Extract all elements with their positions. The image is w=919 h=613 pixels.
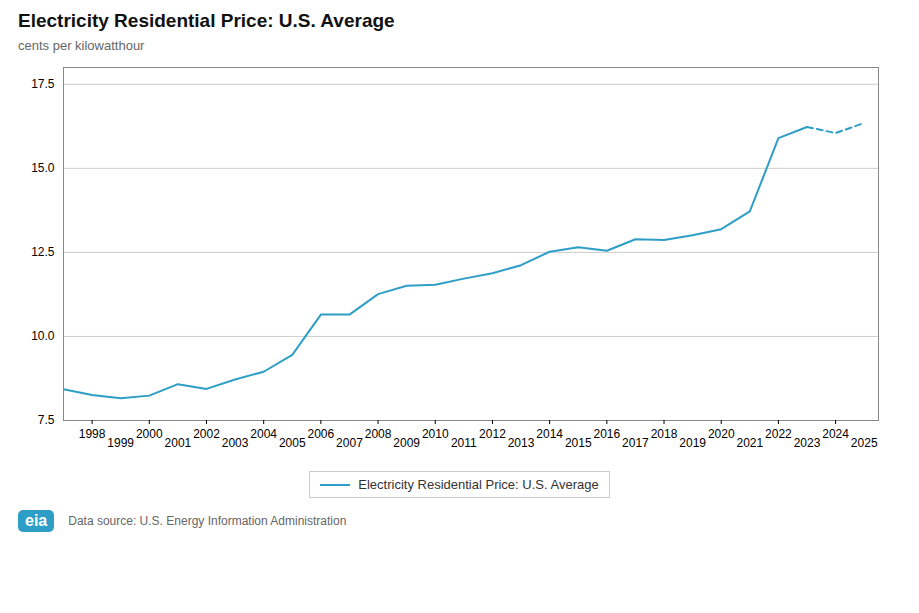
svg-text:2010: 2010 xyxy=(422,427,449,441)
svg-text:17.5: 17.5 xyxy=(31,77,55,91)
svg-text:1998: 1998 xyxy=(79,427,106,441)
svg-text:2004: 2004 xyxy=(250,427,277,441)
svg-text:12.5: 12.5 xyxy=(31,245,55,259)
html-text:Electricity Residential Price:: Electricity Residential Price: U.S. Aver… xyxy=(18,10,395,31)
html-text:eia: eia xyxy=(25,512,48,529)
svg-text:2024: 2024 xyxy=(822,427,849,441)
svg-text:2021: 2021 xyxy=(736,436,763,450)
svg-text:2005: 2005 xyxy=(279,436,306,450)
svg-text:2006: 2006 xyxy=(308,427,335,441)
svg-text:1999: 1999 xyxy=(107,436,134,450)
svg-text:2003: 2003 xyxy=(222,436,249,450)
html-text:cents per kilowatthour: cents per kilowatthour xyxy=(18,38,145,53)
svg-text:2002: 2002 xyxy=(193,427,220,441)
svg-text:2019: 2019 xyxy=(679,436,706,450)
svg-text:2025: 2025 xyxy=(851,436,878,450)
svg-text:2018: 2018 xyxy=(651,427,678,441)
svg-text:2001: 2001 xyxy=(165,436,192,450)
svg-text:2008: 2008 xyxy=(365,427,392,441)
svg-text:2017: 2017 xyxy=(622,436,649,450)
svg-text:2012: 2012 xyxy=(479,427,506,441)
svg-text:2015: 2015 xyxy=(565,436,592,450)
svg-text:2009: 2009 xyxy=(393,436,420,450)
svg-text:2011: 2011 xyxy=(451,436,477,450)
svg-text:7.5: 7.5 xyxy=(38,413,55,427)
svg-text:2000: 2000 xyxy=(136,427,163,441)
svg-text:2013: 2013 xyxy=(508,436,535,450)
svg-text:2023: 2023 xyxy=(794,436,821,450)
svg-text:2007: 2007 xyxy=(336,436,363,450)
svg-text:2022: 2022 xyxy=(765,427,792,441)
svg-text:2014: 2014 xyxy=(536,427,563,441)
svg-text:2016: 2016 xyxy=(593,427,620,441)
html-text:Electricity Residential Price:: Electricity Residential Price: U.S. Aver… xyxy=(358,477,599,492)
svg-text:2020: 2020 xyxy=(708,427,735,441)
svg-text:15.0: 15.0 xyxy=(31,161,55,175)
svg-text:10.0: 10.0 xyxy=(31,329,55,343)
html-text:Data source: U.S. Energy Infor: Data source: U.S. Energy Information Adm… xyxy=(68,514,347,528)
